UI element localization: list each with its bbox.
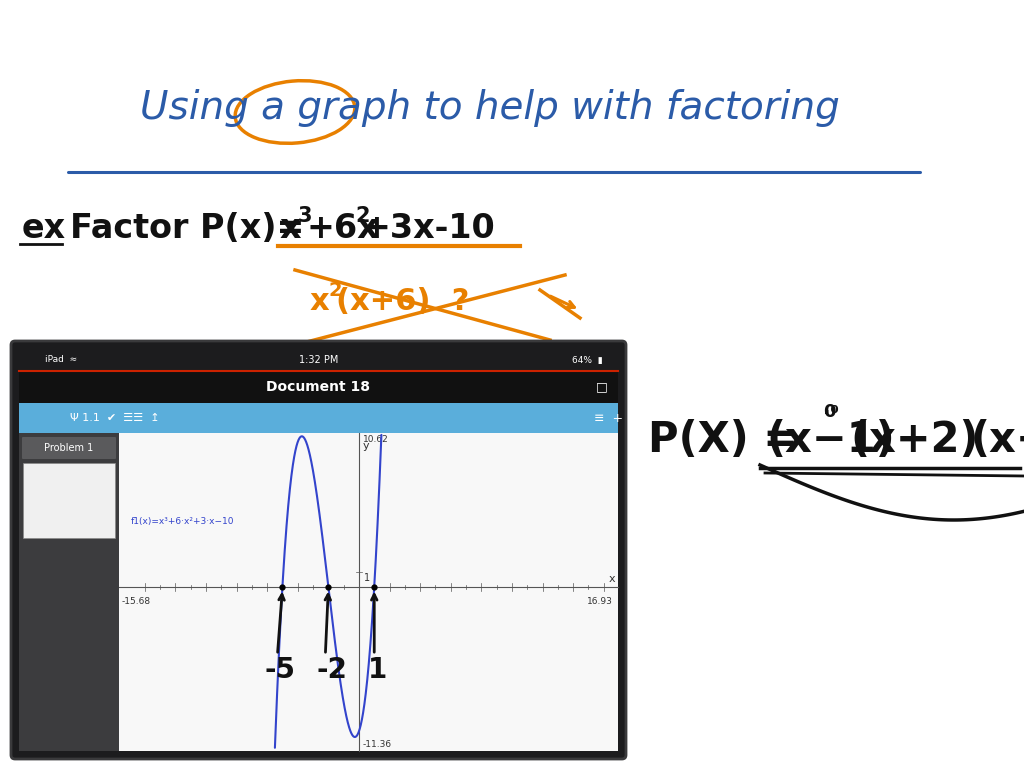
Text: 10.62: 10.62 — [362, 435, 389, 444]
Text: ex: ex — [22, 211, 67, 244]
Bar — [19, 349, 618, 371]
Text: +3x-10: +3x-10 — [362, 211, 495, 244]
Text: (x+2): (x+2) — [850, 419, 979, 461]
Text: (x+6)  ?: (x+6) ? — [336, 287, 469, 316]
Text: x: x — [310, 287, 330, 316]
Text: Ψ 1.1  ✔  ☰☰  ↥: Ψ 1.1 ✔ ☰☰ ↥ — [70, 413, 160, 423]
Text: Factor P(x)=: Factor P(x)= — [70, 211, 304, 244]
Text: 1:32 PM: 1:32 PM — [299, 355, 338, 365]
Text: P(X) =: P(X) = — [648, 419, 798, 461]
Bar — [19, 403, 618, 433]
Text: -11.36: -11.36 — [362, 740, 392, 749]
Text: ·⁰: ·⁰ — [823, 405, 839, 423]
Text: 3: 3 — [298, 206, 312, 226]
Text: -15.68: -15.68 — [122, 597, 152, 606]
Text: 2: 2 — [328, 282, 342, 300]
Bar — [119, 433, 618, 751]
Bar — [19, 433, 119, 751]
Text: (x−1): (x−1) — [766, 419, 895, 461]
Text: 0: 0 — [823, 403, 836, 421]
Text: (x+5): (x+5) — [970, 419, 1024, 461]
Text: ≡  +: ≡ + — [594, 412, 624, 425]
Text: -5: -5 — [264, 656, 296, 684]
Bar — [23, 463, 115, 538]
Text: 2: 2 — [355, 206, 370, 226]
Text: □: □ — [596, 380, 608, 393]
FancyBboxPatch shape — [11, 341, 626, 759]
Text: x: x — [608, 574, 615, 584]
Text: Using a graph to help with factoring: Using a graph to help with factoring — [140, 89, 840, 127]
Text: Problem 1: Problem 1 — [44, 443, 93, 453]
Text: iPad  ≈: iPad ≈ — [45, 356, 77, 365]
FancyBboxPatch shape — [22, 437, 116, 459]
Text: 1: 1 — [364, 573, 370, 583]
Text: -2: -2 — [316, 656, 347, 684]
Text: y: y — [362, 441, 370, 451]
Text: 1: 1 — [369, 656, 387, 684]
Text: 16.93: 16.93 — [587, 597, 613, 606]
Text: f1(x)=x³+6·x²+3·x−10: f1(x)=x³+6·x²+3·x−10 — [131, 517, 234, 526]
Bar — [19, 371, 618, 403]
Text: x: x — [280, 211, 301, 244]
Text: Document 18: Document 18 — [266, 380, 371, 394]
Text: 64%  ▮: 64% ▮ — [572, 356, 603, 365]
Text: +6x: +6x — [306, 211, 379, 244]
